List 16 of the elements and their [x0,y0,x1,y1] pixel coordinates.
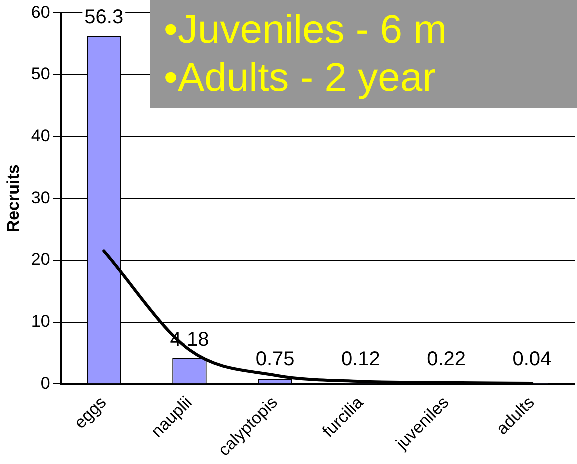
y-tick-label: 0 [40,374,50,393]
y-tick-label: 30 [31,188,50,208]
text-box: •Juveniles - 6 m •Adults - 2 year [150,0,577,108]
annotation: •Juveniles - 6 m [164,7,448,54]
data-label: 0.04 [512,348,552,371]
data-label: 0.75 [256,348,295,371]
data-label: 0.12 [341,348,380,371]
y-tick-label: 50 [31,64,50,84]
y-tick-label: 60 [31,2,50,22]
y-tick-label: 20 [31,250,50,270]
annotation: •Adults - 2 year [164,55,437,102]
y-tick-label: 10 [31,312,50,331]
data-label: 0.22 [427,348,466,371]
y-tick-label: 40 [31,126,50,146]
data-label: 56.3 [84,6,124,29]
y-axis-title: Recruits [4,164,23,233]
